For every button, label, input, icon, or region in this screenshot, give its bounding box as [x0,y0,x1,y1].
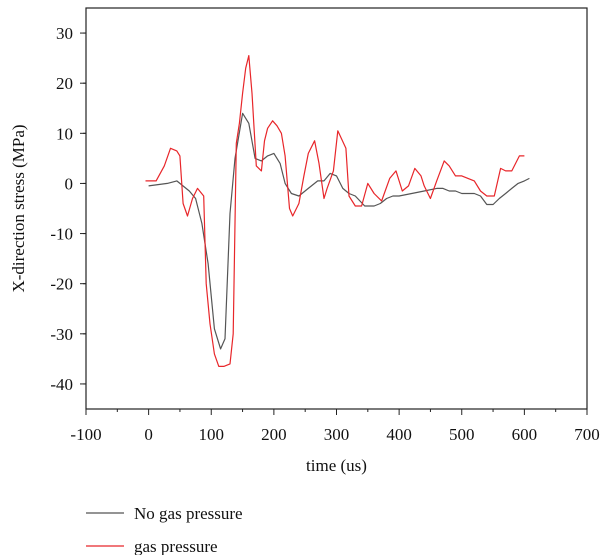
plot-border [85,7,588,410]
x-axis: -100 0 100 200 300 400 500 600 700 [70,409,600,444]
series-line-gas-pressure [145,54,525,367]
legend-label: No gas pressure [134,504,243,523]
x-tick-label: 200 [261,425,287,444]
x-tick-label: -100 [70,425,101,444]
y-tick-label: 30 [56,24,73,43]
x-tick-label: 100 [199,425,225,444]
x-tick-label: 0 [144,425,153,444]
x-tick-label: 300 [324,425,350,444]
series-line-no-gas-pressure [148,112,530,350]
x-tick-label: 500 [449,425,475,444]
y-axis-title: X-direction stress (MPa) [9,124,28,292]
x-tick-label: 400 [386,425,412,444]
legend: No gas pressure gas pressure [86,504,243,555]
y-tick-label: 0 [65,174,74,193]
x-axis-title: time (us) [306,456,367,475]
x-tick-label: 700 [574,425,600,444]
y-tick-label: -30 [50,325,73,344]
y-tick-label: -20 [50,275,73,294]
legend-label: gas pressure [134,537,218,555]
series-layer [145,54,530,367]
plot-frame [85,7,588,410]
y-tick-label: -40 [50,375,73,394]
y-axis: -40 -30 -20 -10 0 10 20 30 [50,24,86,394]
x-tick-label: 600 [512,425,538,444]
y-tick-label: 20 [56,74,73,93]
y-tick-label: 10 [56,124,73,143]
y-tick-label: -10 [50,225,73,244]
